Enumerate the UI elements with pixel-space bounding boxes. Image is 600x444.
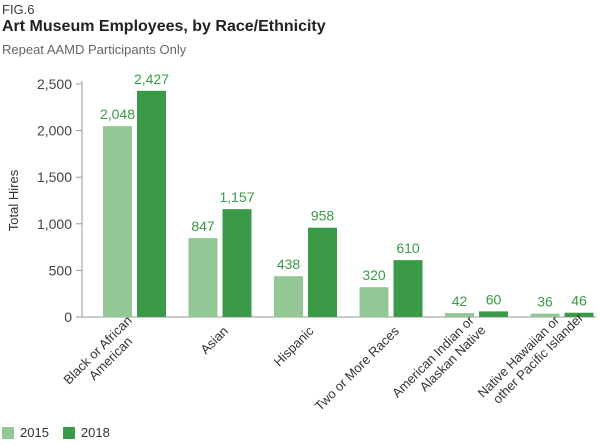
data-label-2018: 610 xyxy=(396,240,420,256)
bar-2015 xyxy=(445,313,474,317)
legend-swatch-2018 xyxy=(62,426,75,439)
x-tick-label: Hispanic xyxy=(271,323,317,369)
chart-subtitle: Repeat AAMD Participants Only xyxy=(2,42,187,57)
legend-item-2015: 2015 xyxy=(2,425,49,440)
x-tick-label-line: Hispanic xyxy=(271,323,317,369)
x-tick-label: Two or More Races xyxy=(312,323,403,414)
data-label-2018: 46 xyxy=(571,293,587,309)
x-tick-label-line: Asian xyxy=(197,323,231,357)
x-tick-label-line: Two or More Races xyxy=(312,323,403,414)
legend-swatch-2015 xyxy=(2,426,14,439)
data-label-2015: 2,048 xyxy=(100,106,135,122)
legend-item-2018: 2018 xyxy=(62,425,110,440)
y-tick-label: 1,000 xyxy=(37,216,72,232)
y-axis-title: Total Hires xyxy=(6,169,21,231)
bar-2018 xyxy=(137,90,166,318)
data-label-2015: 320 xyxy=(362,267,386,283)
y-tick-label: 2,000 xyxy=(37,123,72,139)
bar-2015 xyxy=(274,276,303,317)
data-label-2018: 958 xyxy=(311,208,335,224)
x-tick-label: Asian xyxy=(197,323,231,357)
data-label-2015: 847 xyxy=(191,218,215,234)
bar-chart: Total Hires 0 500 1,000 1,500 2,000 2,500 2,048… xyxy=(6,71,596,414)
bar-2018 xyxy=(564,312,594,317)
y-tick-label: 1,500 xyxy=(37,169,72,185)
chart-title: Art Museum Employees, by Race/Ethnicity xyxy=(2,18,326,35)
data-label-2015: 438 xyxy=(277,256,301,272)
data-label-2015: 36 xyxy=(537,294,553,310)
bar-2015 xyxy=(188,238,218,317)
bar-2018 xyxy=(393,260,423,317)
bar-2018 xyxy=(222,209,252,317)
data-label-2018: 60 xyxy=(486,291,502,307)
data-label-2015: 42 xyxy=(452,293,468,309)
bar-2018 xyxy=(479,311,508,317)
y-tick-label: 0 xyxy=(64,309,72,325)
y-tick-label: 500 xyxy=(49,262,73,278)
x-tick-label: American Indian orAlaskan Native xyxy=(389,312,488,411)
data-label-2018: 2,427 xyxy=(134,71,169,87)
figure-label: FIG.6 xyxy=(2,2,35,17)
bar-2015 xyxy=(103,126,132,317)
bar-2015 xyxy=(359,287,389,317)
y-tick-label: 2,500 xyxy=(37,76,72,92)
legend: 2015 2018 xyxy=(2,425,124,440)
x-tick-label: Black or AfricanAmerican xyxy=(60,313,145,398)
x-tick-label-line: other Pacific Islander xyxy=(490,310,587,407)
bar-2018 xyxy=(308,227,337,317)
data-label-2018: 1,157 xyxy=(219,189,254,205)
legend-label-2018: 2018 xyxy=(80,425,110,440)
bar-2015 xyxy=(530,313,560,317)
legend-label-2015: 2015 xyxy=(20,425,49,440)
